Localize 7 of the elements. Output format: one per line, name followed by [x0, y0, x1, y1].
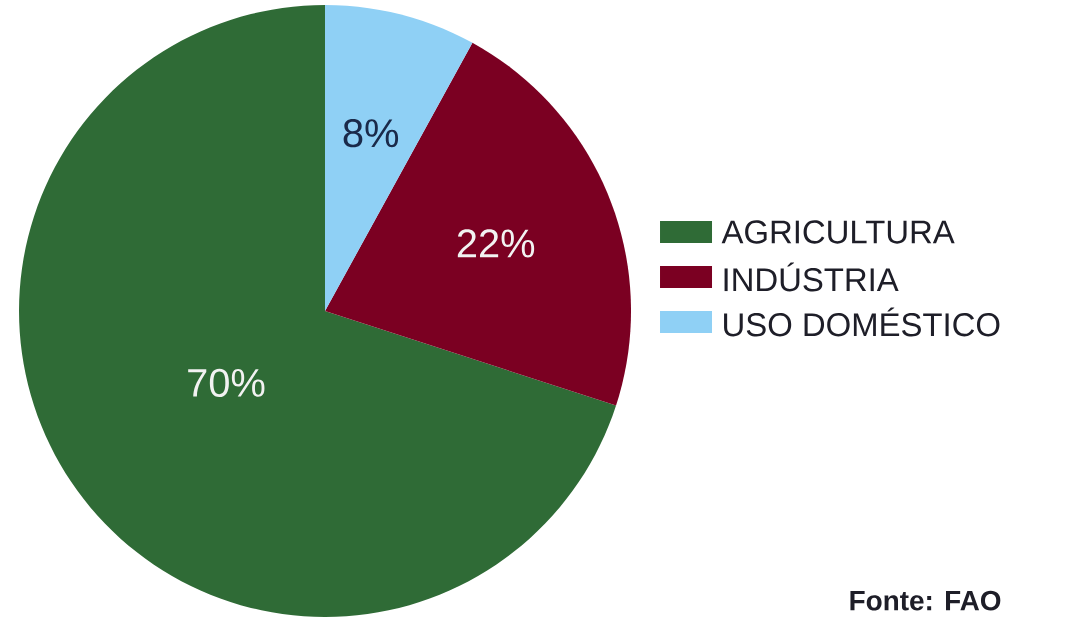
legend-label: AGRICULTURA [721, 220, 955, 244]
legend-label: INDÚSTRIA [724, 262, 899, 292]
source-note: Fonte: FAO [850, 590, 1001, 611]
legend-label: USO DOMÉSTICO [724, 307, 1000, 337]
data-label: 8% [343, 119, 399, 148]
data-label: 70% [188, 368, 265, 397]
data-label: 22% [457, 229, 535, 258]
